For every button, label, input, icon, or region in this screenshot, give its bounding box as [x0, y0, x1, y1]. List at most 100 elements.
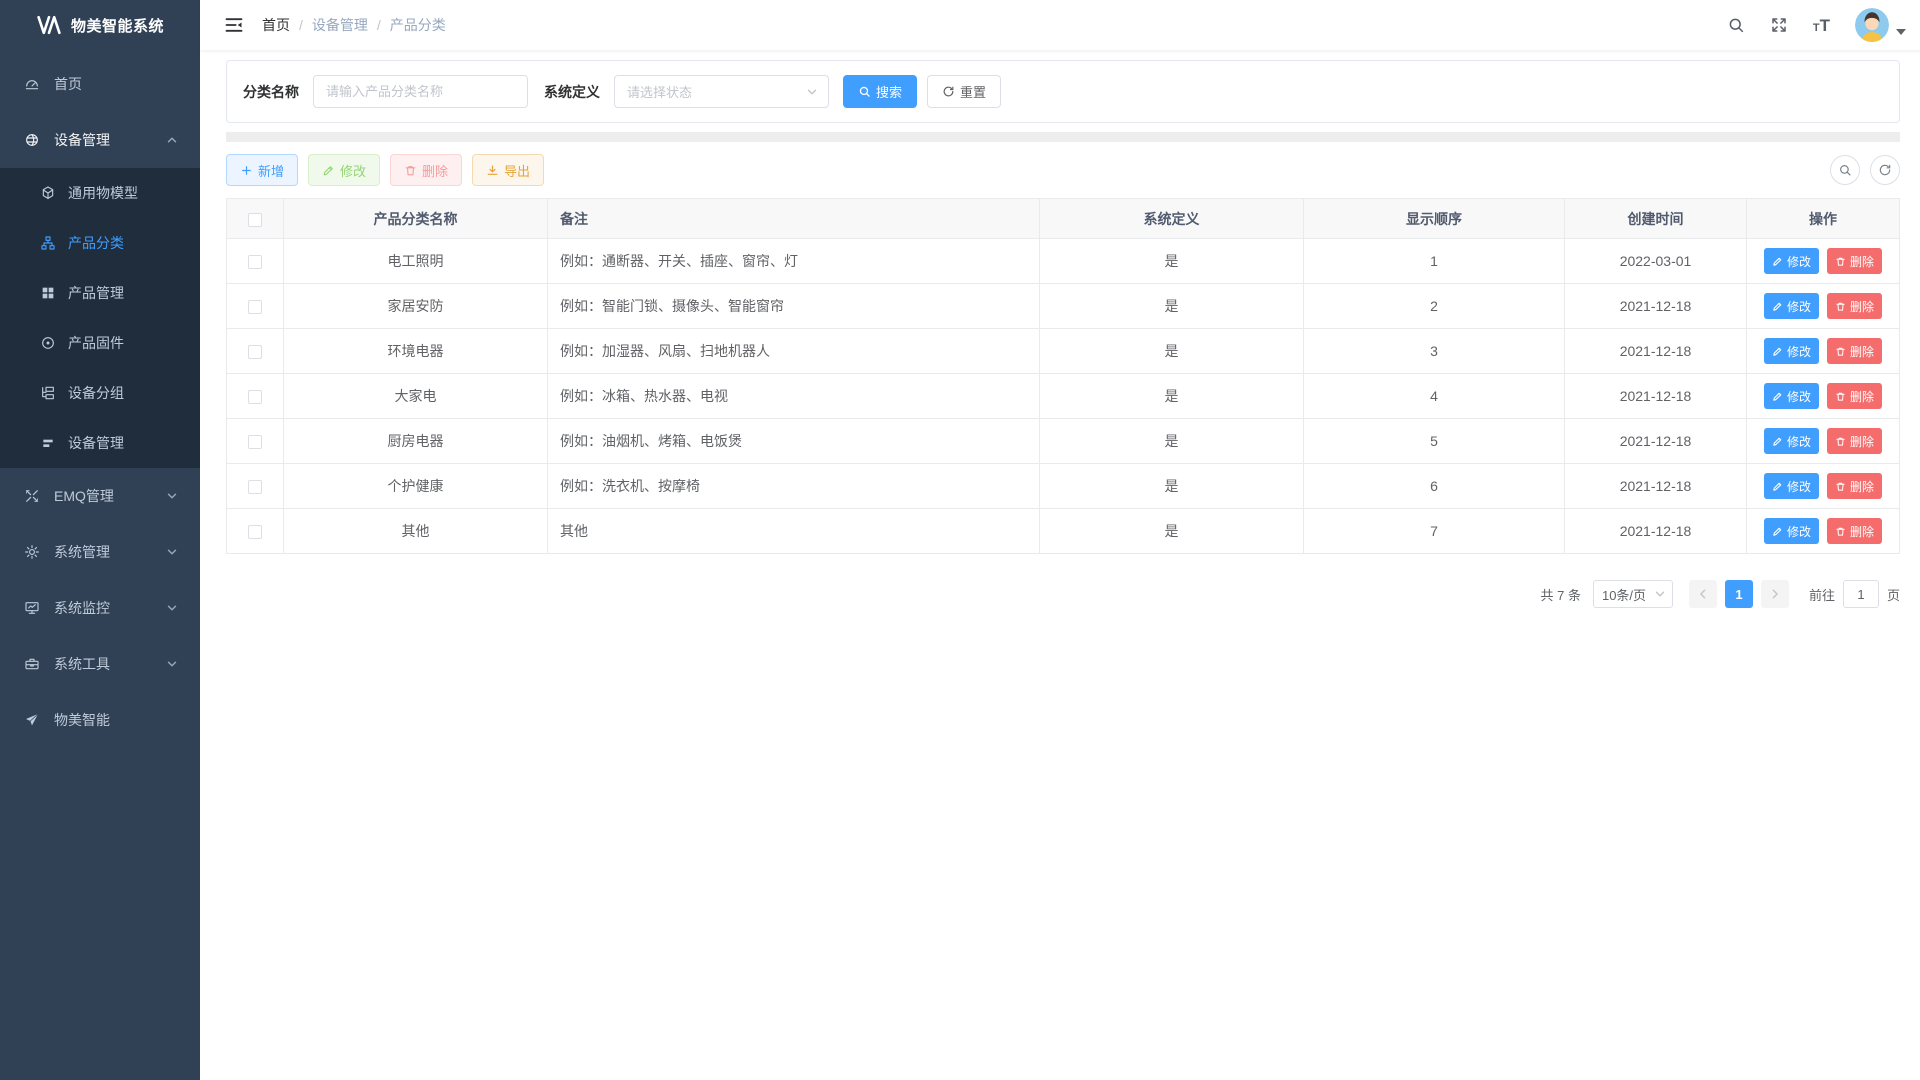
cell-display-order: 1 [1303, 238, 1565, 284]
sidebar-item-product-management[interactable]: 产品管理 [0, 268, 200, 318]
export-button[interactable]: 导出 [472, 154, 545, 186]
page-number-1[interactable]: 1 [1724, 580, 1753, 608]
table-row: 厨房电器 例如：油烟机、烤箱、电饭煲 是 5 2021-12-18 修改 删除 [226, 418, 1900, 464]
row-checkbox[interactable] [248, 390, 262, 405]
app-logo[interactable]: 物美智能系统 [0, 0, 200, 50]
sidebar-item-label: 产品固件 [68, 335, 124, 351]
sidebar-item-label: 设备管理 [68, 435, 124, 451]
add-button[interactable]: 新增 [226, 154, 299, 186]
cell-system-defined: 是 [1039, 283, 1304, 329]
goto-page-input[interactable] [1842, 580, 1879, 608]
sidebar-item-product-category[interactable]: 产品分类 [0, 218, 200, 268]
row-delete-button[interactable]: 删除 [1827, 518, 1883, 544]
table-row: 其他 其他 是 7 2021-12-18 修改 删除 [226, 508, 1900, 554]
reset-button[interactable]: 重置 [927, 75, 1002, 108]
system-defined-select[interactable]: 请选择状态 [614, 75, 829, 108]
delete-button-label: 删除 [422, 163, 449, 179]
row-delete-button[interactable]: 删除 [1827, 338, 1883, 364]
device-sphere-icon [24, 132, 40, 148]
sidebar-item-home[interactable]: 首页 [0, 56, 200, 112]
row-edit-button[interactable]: 修改 [1763, 428, 1819, 454]
row-checkbox[interactable] [248, 435, 262, 450]
cell-remark: 例如：智能门锁、摄像头、智能窗帘 [547, 283, 1040, 329]
sidebar-item-device-list[interactable]: 设备管理 [0, 418, 200, 468]
cell-remark: 例如：加湿器、风扇、扫地机器人 [547, 328, 1040, 374]
row-edit-button[interactable]: 修改 [1763, 338, 1819, 364]
user-menu[interactable] [1855, 8, 1906, 42]
row-checkbox[interactable] [248, 525, 262, 540]
chevron-up-icon [166, 134, 178, 146]
search-panel: 分类名称 系统定义 请选择状态 搜索 重置 [226, 60, 1900, 123]
row-checkbox[interactable] [248, 345, 262, 360]
row-delete-button[interactable]: 删除 [1827, 473, 1883, 499]
cell-display-order: 5 [1303, 418, 1565, 464]
cell-created-time: 2022-03-01 [1564, 238, 1747, 284]
delete-button[interactable]: 删除 [390, 154, 463, 186]
breadcrumb-home[interactable]: 首页 [262, 17, 290, 33]
search-button[interactable]: 搜索 [843, 75, 918, 108]
row-checkbox[interactable] [248, 255, 262, 270]
sidebar-item-device-group[interactable]: 设备分组 [0, 368, 200, 418]
row-checkbox[interactable] [248, 480, 262, 495]
search-icon[interactable] [1727, 16, 1745, 34]
cell-created-time: 2021-12-18 [1564, 373, 1747, 419]
breadcrumb: 首页 / 设备管理 / 产品分类 [262, 15, 446, 35]
cell-category-name: 其他 [283, 508, 548, 554]
row-edit-button[interactable]: 修改 [1763, 473, 1819, 499]
sidebar-item-label: EMQ管理 [54, 488, 114, 504]
cell-system-defined: 是 [1039, 328, 1304, 374]
search-button-label: 搜索 [876, 85, 903, 100]
row-delete-button[interactable]: 删除 [1827, 248, 1883, 274]
page-size-select[interactable]: 10条/页 [1592, 580, 1673, 608]
edit-button-label: 修改 [340, 163, 367, 179]
sitemap-icon [40, 235, 56, 251]
edit-button[interactable]: 修改 [308, 154, 381, 186]
prev-page-button[interactable] [1688, 580, 1717, 608]
toolbox-icon [24, 656, 40, 672]
fullscreen-icon[interactable] [1770, 16, 1788, 34]
cube-icon [40, 185, 56, 201]
col-created-time: 创建时间 [1564, 198, 1747, 239]
sidebar-item-system-monitor[interactable]: 系统监控 [0, 580, 200, 636]
refresh-icon[interactable] [1870, 155, 1900, 185]
sidebar-item-label: 产品管理 [68, 285, 124, 301]
row-edit-button[interactable]: 修改 [1763, 518, 1819, 544]
col-remark: 备注 [547, 198, 1040, 239]
row-delete-button[interactable]: 删除 [1827, 383, 1883, 409]
category-name-input[interactable] [313, 75, 528, 108]
cell-category-name: 厨房电器 [283, 418, 548, 464]
toggle-search-icon[interactable] [1830, 155, 1860, 185]
cell-created-time: 2021-12-18 [1564, 418, 1747, 464]
chevron-down-icon [166, 658, 178, 670]
sidebar-item-device-management[interactable]: 设备管理 [0, 112, 200, 168]
col-system-defined: 系统定义 [1039, 198, 1304, 239]
row-delete-button[interactable]: 删除 [1827, 428, 1883, 454]
sidebar-item-wumei-smart[interactable]: 物美智能 [0, 692, 200, 748]
row-edit-button[interactable]: 修改 [1763, 248, 1819, 274]
table-toolbar: 新增 修改 删除 导出 [226, 154, 1900, 186]
row-edit-button[interactable]: 修改 [1763, 293, 1819, 319]
row-edit-button[interactable]: 修改 [1763, 383, 1819, 409]
next-page-button[interactable] [1760, 580, 1789, 608]
sidebar-item-thing-model[interactable]: 通用物模型 [0, 168, 200, 218]
sidebar-menu: 首页 设备管理 通用物模型 产品分类 产品管理 产品固件 设备分组 设备管理 EMQ管理 系统管理… [0, 50, 200, 748]
row-checkbox[interactable] [248, 300, 262, 315]
cell-category-name: 家居安防 [283, 283, 548, 329]
category-name-label: 分类名称 [243, 83, 299, 100]
cell-system-defined: 是 [1039, 508, 1304, 554]
sidebar-item-system-management[interactable]: 系统管理 [0, 524, 200, 580]
sidebar-item-system-tools[interactable]: 系统工具 [0, 636, 200, 692]
sidebar-item-emq-management[interactable]: EMQ管理 [0, 468, 200, 524]
toolbar-right [1830, 155, 1900, 185]
font-size-icon[interactable]: TT [1812, 15, 1830, 35]
cell-created-time: 2021-12-18 [1564, 508, 1747, 554]
sidebar-toggle-icon[interactable] [224, 15, 244, 35]
sidebar-item-product-firmware[interactable]: 产品固件 [0, 318, 200, 368]
add-button-label: 新增 [258, 163, 285, 179]
row-delete-button[interactable]: 删除 [1827, 293, 1883, 319]
avatar[interactable] [1855, 8, 1889, 42]
cell-remark: 例如：通断器、开关、插座、窗帘、灯 [547, 238, 1040, 284]
select-all-checkbox[interactable] [248, 212, 262, 227]
cell-display-order: 3 [1303, 328, 1565, 374]
